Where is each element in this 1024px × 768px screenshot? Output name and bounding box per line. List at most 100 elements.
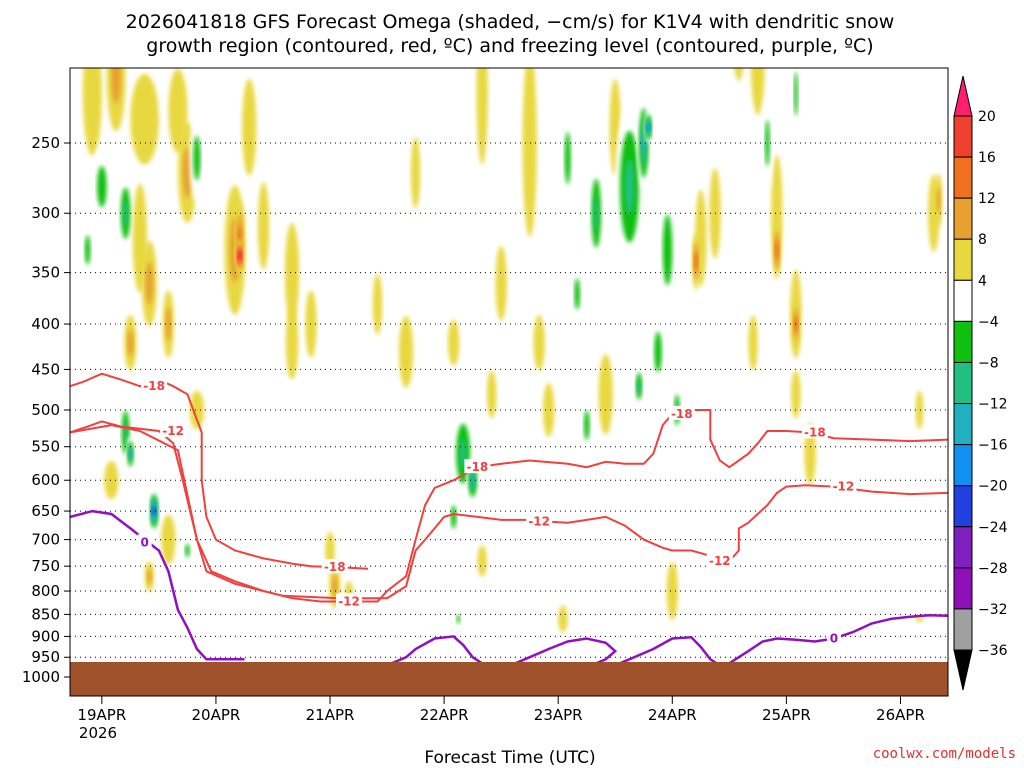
omega-blob [284, 222, 300, 323]
y-tick-label: 250 [31, 134, 60, 152]
colorbar-segment [953, 361, 973, 405]
omega-blob [654, 331, 662, 373]
omega-blob [398, 315, 414, 388]
x-tick-label: 26APR [876, 706, 925, 724]
omega-blob [410, 136, 421, 209]
omega-blob [542, 382, 555, 438]
chart-title-line-2: growth region (contoured, red, ºC) and f… [146, 35, 873, 57]
omega-blob [145, 261, 154, 305]
y-tick-label: 850 [31, 605, 60, 623]
y-tick-label: 500 [31, 401, 60, 419]
contour-label-bg [137, 534, 152, 549]
omega-blob [82, 68, 102, 156]
contour-label-bg [464, 459, 491, 474]
chart-title-line-1: 2026041818 GFS Forecast Omega (shaded, −… [126, 11, 895, 33]
y-tick-label: 600 [31, 471, 60, 489]
contour-label: -12 [709, 554, 731, 568]
plot-frame [69, 67, 949, 697]
x-tick-label: 22APR [420, 706, 469, 724]
contour-label: 0 [830, 632, 838, 646]
colorbar-label: −12 [978, 397, 1008, 413]
omega-blob [477, 545, 487, 577]
omega-blob [104, 460, 119, 500]
colorbar-label: −4 [978, 314, 999, 330]
omega-blob [450, 505, 457, 529]
contour-lines: -18 -12 -18 -12 -18 -12 -18 -12 -18 -12 0 0 [70, 372, 948, 667]
contour-label: -18 [671, 407, 693, 421]
omega-blob [694, 251, 699, 271]
contour-label-bg [830, 478, 857, 493]
colorbar-segment [953, 320, 973, 363]
colorbar-segment [953, 526, 973, 569]
omega-blob [285, 306, 299, 380]
colorbar-label: −8 [978, 355, 999, 371]
y-tick-label: 550 [31, 438, 60, 456]
y-tick-label: 900 [31, 627, 60, 645]
plot-background [70, 68, 948, 696]
y-tick-label: 950 [31, 648, 60, 666]
omega-blob [128, 449, 133, 458]
omega-blob [130, 73, 159, 165]
contour-label-bg [141, 378, 168, 393]
omega-blob [593, 196, 599, 231]
x-tick-label: 25APR [762, 706, 811, 724]
colorbar-arrow-top [953, 75, 973, 117]
dendritic-contour-minus12-lower [70, 424, 948, 600]
omega-blob [764, 119, 770, 167]
omega-blob [182, 147, 193, 198]
contour-label-bg [826, 630, 841, 645]
colorbar-arrow-bottom [953, 649, 973, 691]
omega-blob [470, 474, 475, 486]
y-tick-label: 650 [31, 502, 60, 520]
freezing-level-contour [70, 509, 245, 661]
omega-blob [97, 165, 107, 208]
omega-blob [152, 507, 157, 515]
omega-blob [193, 135, 201, 181]
omega-blob [237, 252, 242, 260]
contour-label: -12 [528, 515, 550, 529]
contour-label: -18 [804, 425, 826, 439]
omega-blob [456, 614, 461, 624]
contour-label: 0 [140, 535, 148, 549]
colorbar-label: −24 [978, 520, 1008, 536]
omega-blob [522, 68, 537, 238]
x-axis-title: Forecast Time (UTC) [424, 748, 595, 768]
colorbar-segment [953, 567, 973, 610]
y-tick-label: 300 [31, 204, 60, 222]
freezing-level-contour [386, 635, 483, 667]
freezing-level-contour [510, 637, 618, 667]
omega-blob [574, 278, 581, 310]
omega-blob [774, 240, 779, 260]
colorbar: 20 16 12 8 4 −4 −8 −12 −16 −20 −24 −28 −32 −36 [953, 75, 1008, 691]
colorbar-segment [953, 444, 973, 487]
omega-blob [533, 315, 545, 371]
contour-label: -18 [467, 460, 489, 474]
omega-blob [111, 68, 121, 104]
omega-blob [476, 68, 488, 165]
colorbar-segment [953, 115, 973, 158]
omega-blob [486, 370, 497, 419]
contour-label: -18 [143, 379, 165, 393]
omega-blob [161, 514, 176, 565]
y-tick-label: 750 [31, 557, 60, 575]
contour-label-bg [801, 424, 828, 439]
y-tick-label: 400 [31, 315, 60, 333]
omega-blob [283, 68, 291, 78]
omega-blob [165, 307, 172, 341]
credit-text: coolwx.com/models [873, 746, 1016, 762]
omega-blob [185, 543, 190, 558]
colorbar-segment [953, 608, 973, 651]
contour-label-bg [160, 422, 187, 437]
colorbar-label: −32 [978, 602, 1008, 618]
omega-blob [147, 568, 152, 584]
y-tick-label: 350 [31, 264, 60, 282]
y-axis: 250 300 350 400 450 500 550 600 650 700 750 800 850 9… [22, 134, 70, 686]
omega-blob [564, 132, 571, 185]
omega-blob [331, 575, 338, 598]
ground-surface [70, 662, 948, 696]
y-tick-label: 450 [31, 360, 60, 378]
x-tick-label: 24APR [648, 706, 697, 724]
omega-blob [189, 390, 205, 430]
omega-blob [646, 124, 651, 131]
